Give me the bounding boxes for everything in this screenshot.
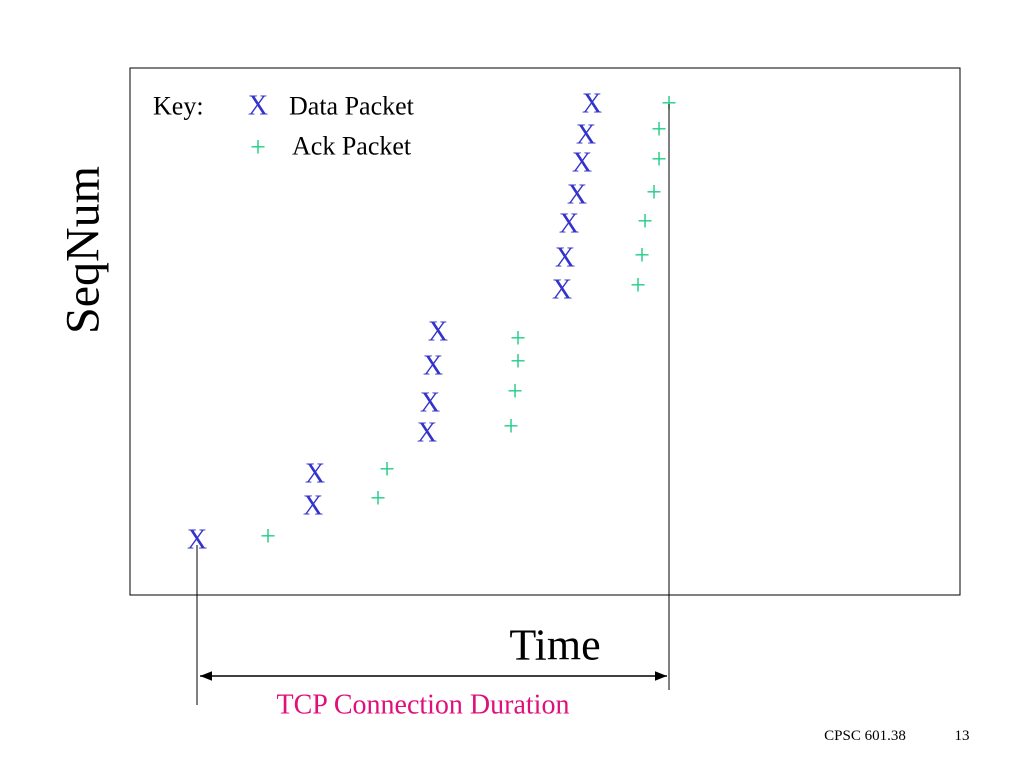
key-ack-symbol: + <box>250 133 266 164</box>
key-data-symbol: X <box>248 91 268 122</box>
duration-label: TCP Connection Duration <box>277 690 570 721</box>
data-packet-mark: X <box>420 388 440 419</box>
y-axis-label: SeqNum <box>57 166 110 334</box>
data-packet-mark: X <box>423 351 443 382</box>
data-packet-mark: X <box>428 317 448 348</box>
data-packet-mark: X <box>572 148 592 179</box>
ack-packet-mark: + <box>646 178 662 209</box>
ack-packet-mark: + <box>651 145 667 176</box>
data-packet-mark: X <box>552 275 572 306</box>
data-packet-mark: X <box>187 525 207 556</box>
data-packet-mark: X <box>305 459 325 490</box>
plot-frame <box>129 67 961 596</box>
key-data-label: Data Packet <box>289 92 415 121</box>
ack-packet-mark: + <box>510 347 526 378</box>
data-packet-mark: X <box>582 89 602 120</box>
ack-packet-mark: + <box>630 271 646 302</box>
key-title: Key: <box>153 92 204 121</box>
x-axis-label: Time <box>509 621 600 670</box>
data-packet-mark: X <box>559 209 579 240</box>
data-packet-mark: X <box>303 491 323 522</box>
ack-packet-mark: + <box>370 484 386 515</box>
data-packet-mark: X <box>567 180 587 211</box>
ack-packet-mark: + <box>651 115 667 146</box>
footer-course: CPSC 601.38 <box>824 728 906 744</box>
ack-packet-mark: + <box>503 412 519 443</box>
ack-packet-mark: + <box>379 455 395 486</box>
footer-page: 13 <box>955 728 970 744</box>
ack-packet-mark: + <box>510 324 526 355</box>
ack-packet-mark: + <box>637 207 653 238</box>
data-packet-mark: X <box>555 243 575 274</box>
ack-packet-mark: + <box>507 377 523 408</box>
ack-packet-mark: + <box>260 522 276 553</box>
data-packet-mark: X <box>576 120 596 151</box>
ack-packet-mark: + <box>634 241 650 272</box>
data-packet-mark: X <box>417 418 437 449</box>
key-ack-label: Ack Packet <box>292 132 412 161</box>
